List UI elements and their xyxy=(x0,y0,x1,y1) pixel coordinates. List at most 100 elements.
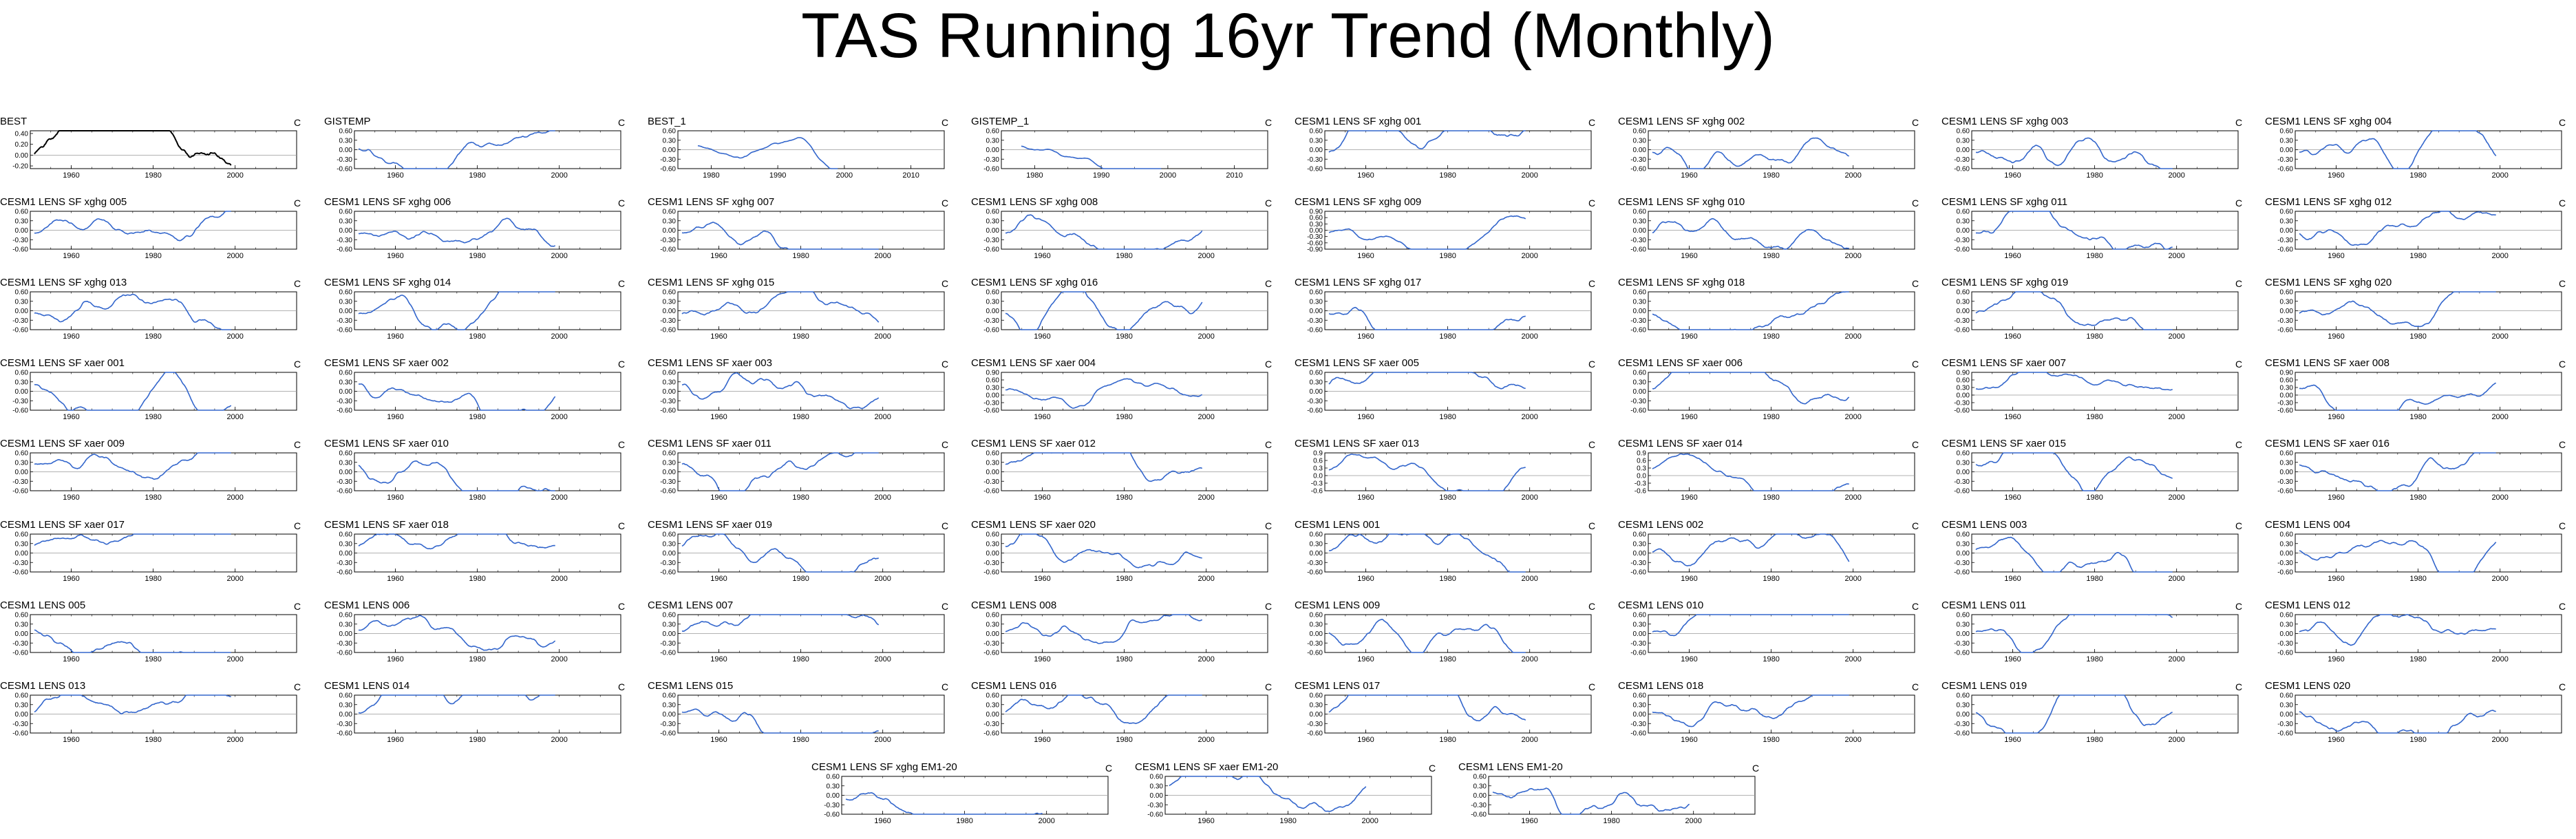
y-tick-label: 0.30 xyxy=(15,540,29,548)
y-tick-label: 0.00 xyxy=(663,227,677,235)
panel-title: CESM1 LENS 020 xyxy=(2265,680,2351,692)
y-tick-label: 0.30 xyxy=(1633,621,1647,628)
y-tick-label: 0.60 xyxy=(1957,450,1970,458)
panel-title: CESM1 LENS SF xaer 009 xyxy=(0,438,125,449)
y-tick-label: 0.9 xyxy=(1637,450,1646,458)
panel-unit: C xyxy=(1588,198,1596,209)
y-tick-label: -0.30 xyxy=(983,478,999,486)
y-tick-label: 0.00 xyxy=(663,308,677,315)
x-tick-label: 1960 xyxy=(2328,493,2344,502)
x-tick-label: 1980 xyxy=(145,413,161,421)
x-tick-label: 2000 xyxy=(1844,171,1861,180)
panel-title: CESM1 LENS SF xghg 006 xyxy=(324,196,451,208)
x-tick-label: 1980 xyxy=(1763,655,1779,663)
plot-frame xyxy=(1324,452,1592,491)
y-tick-label: -0.60 xyxy=(12,246,28,254)
panel-unit: C xyxy=(1912,278,1919,289)
x-tick-label: 1960 xyxy=(1034,575,1050,583)
panel-cesm1-lens-sf-xghg-009: CESM1 LENS SF xghg 009 C 0.90 0.60 0.30 0.00-… xyxy=(1295,191,1604,266)
y-tick-label: 0.3 xyxy=(1313,465,1323,473)
panel-cesm1-lens-sf-xaer-012: CESM1 LENS SF xaer 012 C 0.60 0.30 0.00 -0.30… xyxy=(971,432,1281,508)
x-tick-label: 2000 xyxy=(551,736,567,744)
panel-unit: C xyxy=(1429,763,1436,774)
panel-plot: 0.900.600.300.00-0.30-0.60 1960 1980 2000 xyxy=(1954,370,2239,421)
panel-cesm1-lens-019: CESM1 LENS 019 C 0.60 0.30 0.00 -0.30 -0.60 196… xyxy=(1941,675,2251,750)
x-tick-label: 2000 xyxy=(1844,413,1861,421)
y-tick-label: -0.60 xyxy=(1307,650,1323,657)
y-tick-label: 0.60 xyxy=(339,612,353,619)
y-tick-label: 0.00 xyxy=(663,388,677,396)
y-tick-label: -0.30 xyxy=(2277,478,2293,486)
y-tick-label: 0.0 xyxy=(1637,473,1646,480)
x-tick-label: 1960 xyxy=(1681,413,1697,421)
y-tick-label: 0.00 xyxy=(663,469,677,476)
series-line xyxy=(1652,694,1849,728)
panel-cesm1-lens-sf-xaer-001: CESM1 LENS SF xaer 001 C 0.60 0.30 0.00 -0.30… xyxy=(0,352,310,427)
y-tick-label: -0.30 xyxy=(337,721,352,728)
x-tick-label: 1990 xyxy=(769,171,786,180)
panel-unit: C xyxy=(294,359,301,370)
panel-title: CESM1 LENS SF xghg 005 xyxy=(0,196,127,208)
y-tick-label: 0.60 xyxy=(1957,612,1970,619)
y-tick-label: 0.30 xyxy=(986,621,1000,628)
panel-unit: C xyxy=(1265,439,1273,450)
series-line xyxy=(1005,614,1203,644)
y-tick-label: 0.30 xyxy=(986,459,1000,467)
panel-cesm1-lens-014: CESM1 LENS 014 C 0.60 0.30 0.00 -0.30 -0.60 196… xyxy=(324,675,634,750)
y-tick-label: 0.00 xyxy=(2280,308,2294,315)
y-tick-label: -0.60 xyxy=(1630,407,1646,415)
panel-gistemp-1: GISTEMP_1 C 0.60 0.30 0.00 -0.30 -0.60 1980 1990… xyxy=(971,110,1281,186)
y-tick-label: 0.30 xyxy=(1633,701,1647,709)
x-tick-label: 1980 xyxy=(792,493,809,502)
y-tick-label: -0.30 xyxy=(337,478,352,486)
x-tick-label: 1980 xyxy=(1439,413,1456,421)
x-tick-label: 1960 xyxy=(1357,493,1374,502)
y-tick-label: -0.30 xyxy=(12,317,28,325)
y-tick-label: 0.30 xyxy=(15,459,29,467)
y-tick-label: -0.60 xyxy=(2277,166,2293,173)
panel-title: BEST_1 xyxy=(648,116,686,127)
x-tick-label: 2000 xyxy=(874,252,891,260)
y-tick-label: 0.30 xyxy=(1310,540,1323,548)
y-tick-label: 0.00 xyxy=(1473,792,1487,800)
series-line xyxy=(1975,452,2173,491)
x-tick-label: 2000 xyxy=(1197,575,1214,583)
panel-unit: C xyxy=(1265,520,1273,531)
panel-title: CESM1 LENS SF xaer 003 xyxy=(648,357,772,369)
y-tick-label: 0.00 xyxy=(339,147,353,154)
panel-unit: C xyxy=(618,198,626,209)
y-tick-label: 0.60 xyxy=(339,128,353,136)
y-tick-label: -0.30 xyxy=(2277,721,2293,728)
y-tick-label: 0.90 xyxy=(1310,209,1323,216)
panel-cesm1-lens-017: CESM1 LENS 017 C 0.60 0.30 0.00 -0.30 -0.60 196… xyxy=(1295,675,1604,750)
panel-plot: 0.600.30 0.00 -0.30 -0.60 1980 1990 2000 2010 xyxy=(983,128,1268,180)
panel-unit: C xyxy=(1588,117,1596,128)
x-tick-label: 1960 xyxy=(1357,332,1374,341)
panel-cesm1-lens-sf-xaer-em1-20: CESM1 LENS SF xaer EM1-20 C 0.60 0.30 0.00 -0… xyxy=(1135,756,1445,831)
y-tick-label: 0.60 xyxy=(663,209,677,216)
y-tick-label: 0.00 xyxy=(663,711,677,719)
x-tick-label: 1960 xyxy=(2004,736,2021,744)
y-tick-label: 0.60 xyxy=(1150,774,1164,781)
panel-unit: C xyxy=(941,681,949,692)
x-tick-label: 2000 xyxy=(226,252,243,260)
y-tick-label: 0.60 xyxy=(663,289,677,297)
y-tick-label: 0.00 xyxy=(986,227,1000,235)
y-tick-label: 0.30 xyxy=(339,137,353,145)
y-tick-label: 0.00 xyxy=(986,392,1000,400)
x-tick-label: 1980 xyxy=(1439,655,1456,663)
x-tick-label: 1980 xyxy=(1603,817,1619,825)
x-tick-label: 2000 xyxy=(1197,413,1214,421)
y-tick-label: 0.60 xyxy=(663,128,677,136)
x-tick-label: 1960 xyxy=(2328,575,2344,583)
y-tick-label: 0.60 xyxy=(2280,692,2294,700)
y-tick-label: 0.00 xyxy=(1957,711,1970,719)
